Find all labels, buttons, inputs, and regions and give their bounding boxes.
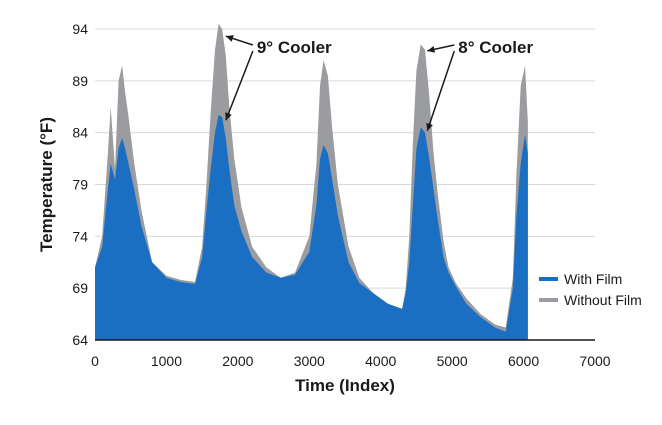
annotations: 9° Cooler 8° Cooler — [225, 35, 533, 132]
y-axis-title: Temperature (°F) — [37, 117, 56, 252]
annotation-9-cooler: 9° Cooler — [257, 38, 332, 57]
x-tick-labels: 0 1000 2000 3000 4000 5000 6000 7000 — [91, 353, 611, 369]
x-tick-label-7000: 7000 — [579, 353, 610, 369]
y-tick-label-79: 79 — [72, 177, 88, 193]
arrow-bottom-1-line — [426, 50, 455, 132]
annotation-arrows — [225, 35, 455, 132]
legend-label-without-film: Without Film — [564, 292, 642, 308]
x-axis-title: Time (Index) — [295, 376, 395, 395]
x-tick-label-1000: 1000 — [151, 353, 182, 369]
arrow-top-1-head — [427, 45, 436, 53]
annotation-8-cooler: 8° Cooler — [458, 38, 533, 57]
legend: With Film Without Film — [530, 264, 662, 316]
x-tick-label-5000: 5000 — [437, 353, 468, 369]
y-tick-label-74: 74 — [72, 228, 88, 244]
x-tick-label-6000: 6000 — [508, 353, 539, 369]
y-tick-label-64: 64 — [72, 332, 88, 348]
arrow-top-0-head — [225, 35, 234, 42]
x-tick-label-4000: 4000 — [365, 353, 396, 369]
area-with-film — [95, 115, 528, 340]
y-tick-label-94: 94 — [72, 21, 88, 37]
legend-background — [530, 264, 662, 316]
x-tick-label-2000: 2000 — [222, 353, 253, 369]
x-tick-label-3000: 3000 — [294, 353, 325, 369]
y-tick-label-89: 89 — [72, 73, 88, 89]
y-tick-label-69: 69 — [72, 280, 88, 296]
arrow-bottom-1-head — [426, 122, 433, 131]
y-tick-labels: 64 69 74 79 84 89 94 — [72, 21, 88, 348]
arrow-bottom-0-head — [225, 112, 232, 121]
y-tick-label-84: 84 — [72, 125, 88, 141]
x-tick-label-0: 0 — [91, 353, 99, 369]
legend-label-with-film: With Film — [564, 271, 622, 287]
series-areas — [95, 23, 528, 340]
arrow-bottom-0-line — [225, 50, 254, 121]
